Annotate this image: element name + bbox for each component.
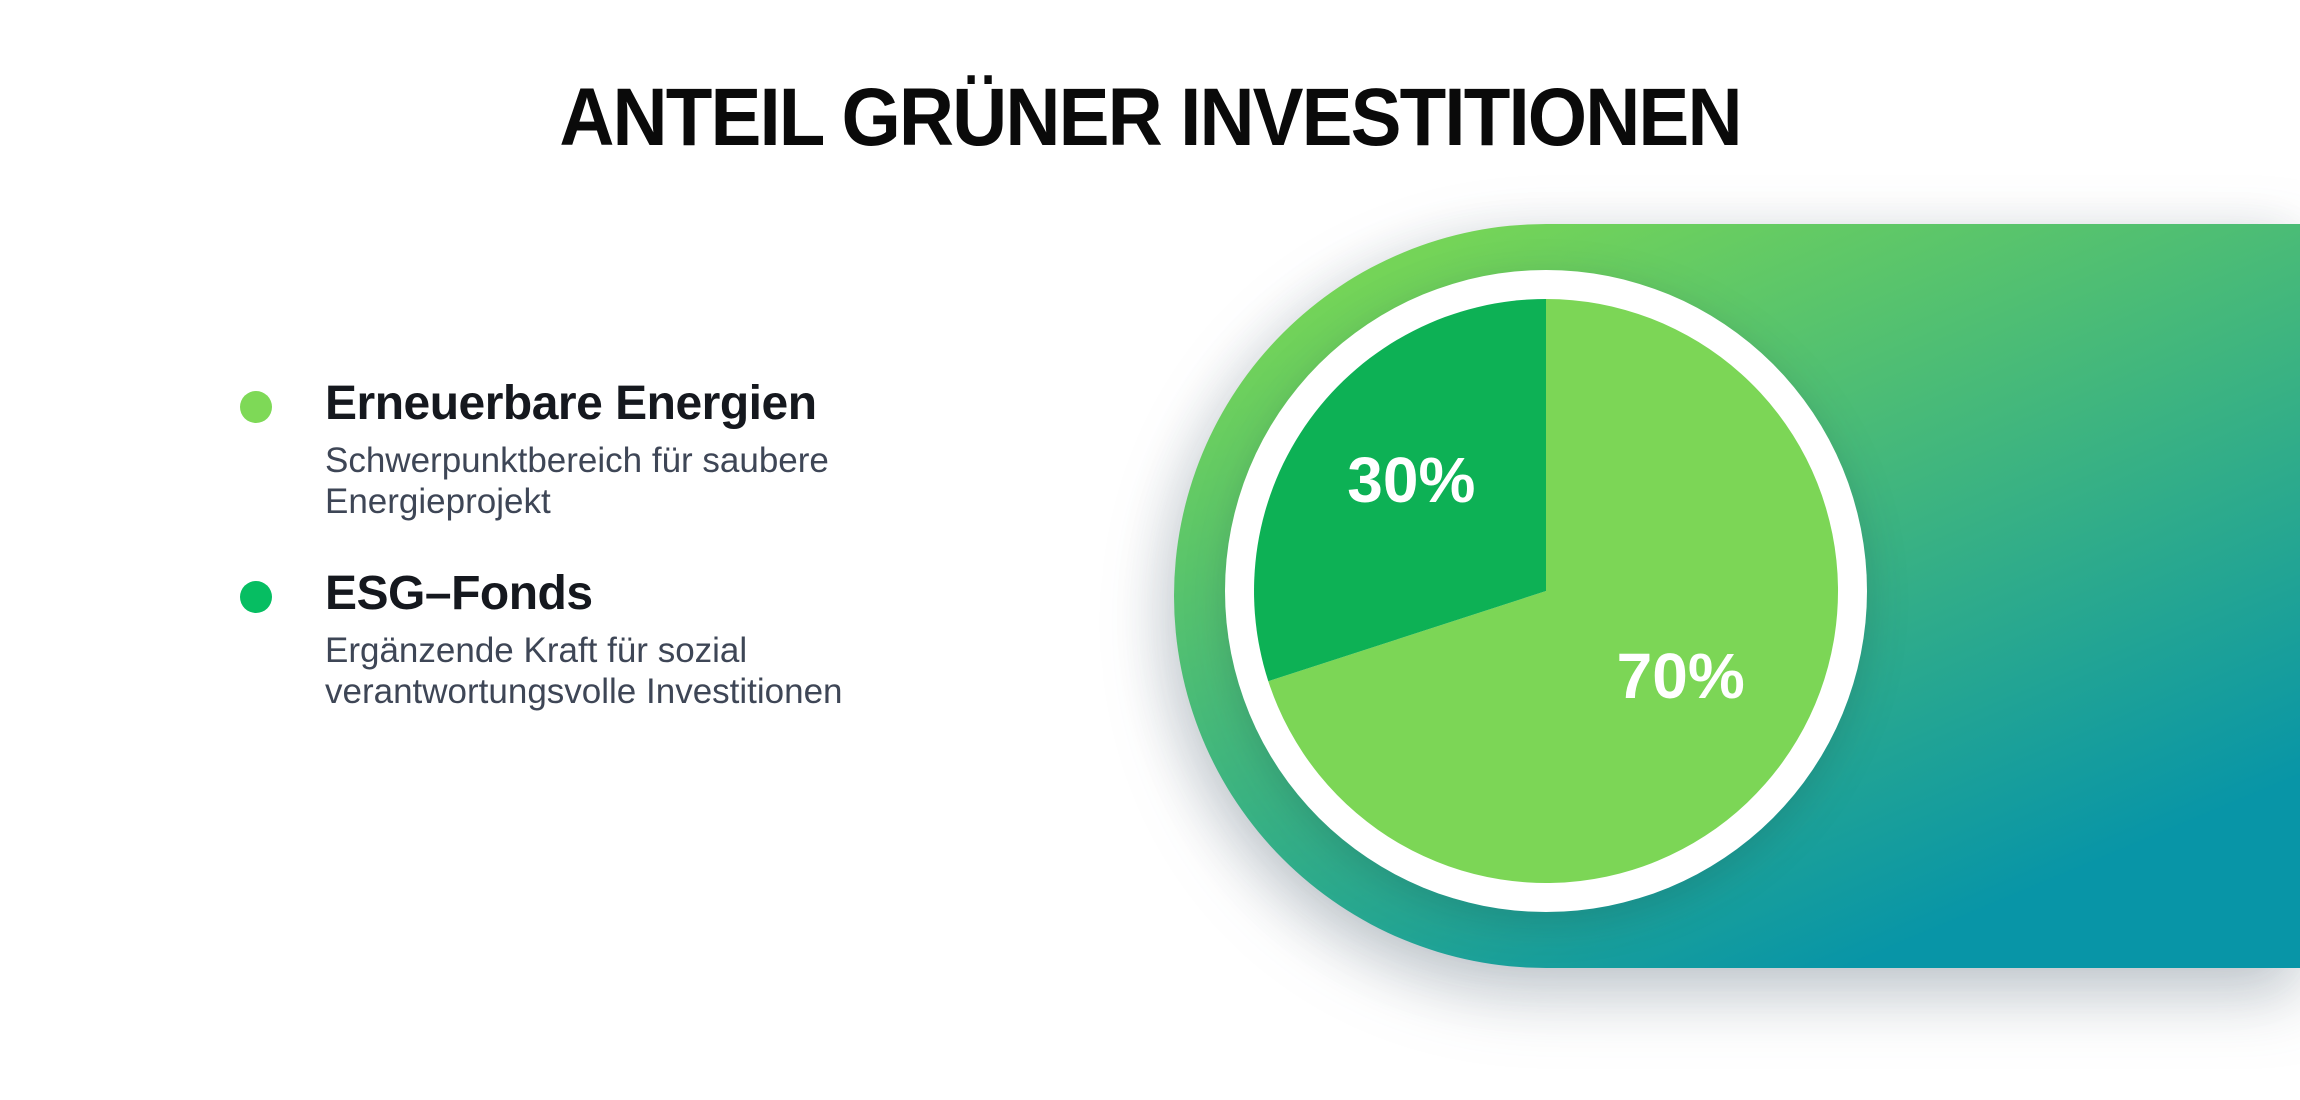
legend-dot-esg-icon <box>240 581 272 614</box>
legend-description-esg: Ergänzende Kraft für sozial verantwortun… <box>325 631 843 712</box>
pie-slice-label: 30% <box>1347 444 1475 516</box>
pie-slice-esg-fonds <box>1254 299 1546 682</box>
legend-label-renewables: Erneuerbare Energien <box>325 377 817 430</box>
pie-slice-label: 70% <box>1617 640 1745 712</box>
legend-item-esg: ESG–Fonds Ergänzende Kraft für sozial ve… <box>240 568 940 712</box>
legend-text-block: ESG–Fonds Ergänzende Kraft für sozial ve… <box>325 568 885 712</box>
pie-slice-labels: 70% 30% <box>1347 444 1744 712</box>
pie-slice-erneuerbare-energien <box>1268 299 1839 883</box>
legend-dot-renewables-icon <box>240 391 272 423</box>
page-title: ANTEIL GRÜNER INVESTITIONEN <box>559 72 1742 163</box>
legend-item-renewables: Erneuerbare Energien Schwerpunktbereich … <box>240 377 940 522</box>
legend-description-renewables: Schwerpunktbereich für saubere Energiepr… <box>325 440 829 522</box>
legend-text-block: Erneuerbare Energien Schwerpunktbereich … <box>325 377 885 522</box>
legend: Erneuerbare Energien Schwerpunktbereich … <box>240 377 940 713</box>
pie-slices <box>1254 299 1839 883</box>
legend-label-esg: ESG–Fonds <box>325 567 593 621</box>
